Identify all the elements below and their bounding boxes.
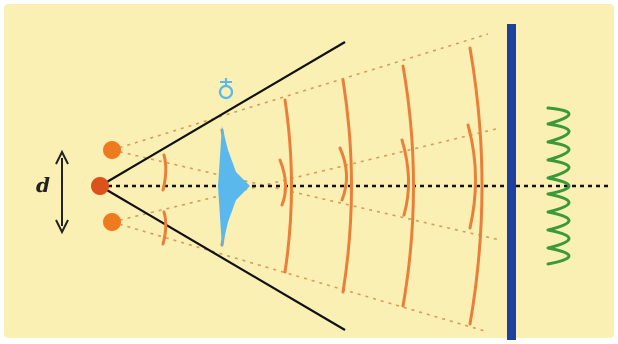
source-center	[91, 177, 109, 195]
cone-lines	[99, 41, 346, 331]
cone-upper-line	[99, 41, 346, 187]
source-bottom	[103, 213, 121, 231]
ray-upper-top	[111, 33, 489, 151]
separation-arrow-head-bottom	[55, 219, 69, 235]
source-top	[103, 141, 121, 159]
wavefront-1b	[161, 210, 168, 246]
separation-arrow-head-top	[55, 149, 69, 165]
ray-lower-bottom	[111, 221, 489, 333]
wavefront-1a	[161, 153, 168, 192]
ray-lower-top	[111, 127, 501, 223]
star-burst-icon	[91, 177, 109, 195]
wavefront-6-inner	[466, 123, 478, 230]
wavefront-3	[283, 98, 293, 274]
separation-label: d	[36, 173, 50, 197]
wavefront-5	[401, 64, 415, 308]
background-panel	[4, 4, 614, 338]
eye-icon	[218, 78, 234, 100]
wavefronts	[161, 46, 484, 326]
wavefront-5-inner	[400, 138, 411, 217]
cone-lower-line	[99, 185, 346, 331]
screen-bar	[507, 24, 516, 340]
lens-shape	[218, 126, 250, 248]
wavefront-6	[468, 46, 484, 326]
wavefront-4-inner	[338, 146, 348, 202]
star-burst-icon	[103, 141, 121, 159]
ray-lines	[111, 33, 501, 333]
ray-upper-bottom	[111, 149, 501, 241]
wavefront-3-inner	[278, 158, 287, 207]
separation-arrow	[55, 149, 69, 235]
eye-icon-ring	[218, 84, 234, 100]
interference-pattern	[546, 106, 571, 266]
star-burst-icon	[103, 213, 121, 231]
wavefront-4	[341, 78, 353, 294]
